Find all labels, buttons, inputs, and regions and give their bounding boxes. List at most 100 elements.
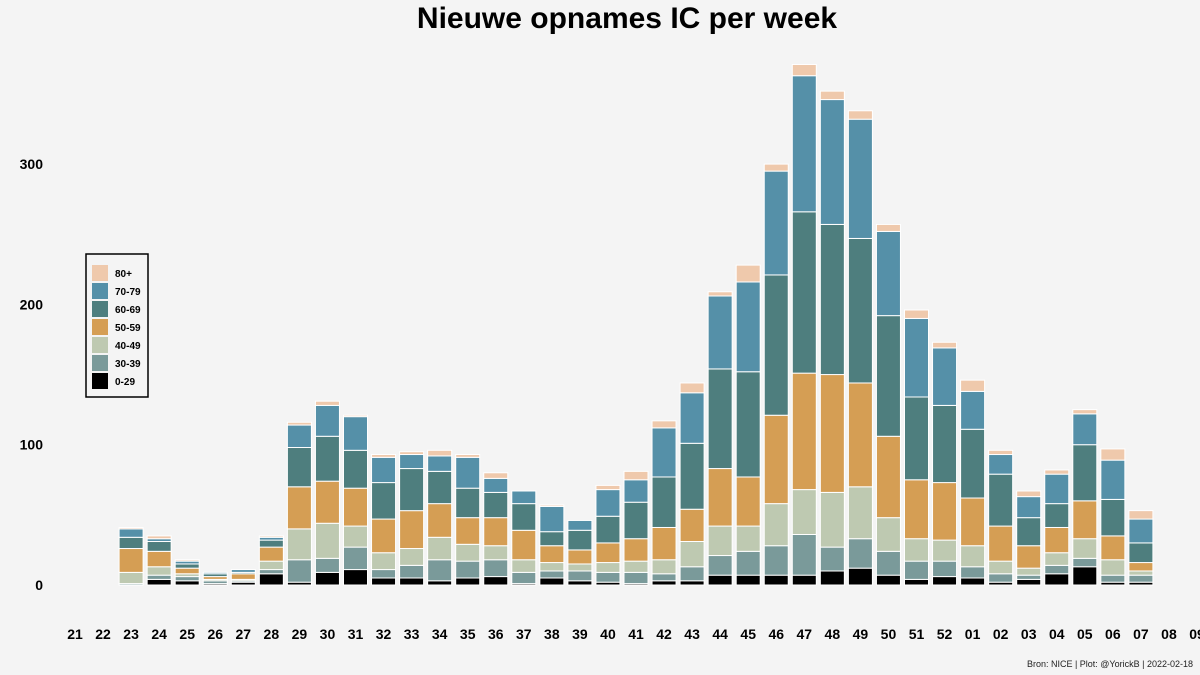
bar-segment	[819, 570, 845, 586]
bar-segment	[847, 567, 873, 586]
bar-segment	[819, 491, 845, 548]
bar-segment	[988, 473, 1014, 527]
x-tick-label: 29	[292, 626, 308, 642]
bar-segment	[371, 569, 397, 579]
legend-label: 40-49	[115, 341, 141, 352]
bar-segment	[455, 454, 481, 458]
bar-segment	[1044, 573, 1070, 586]
bar-segment	[1072, 500, 1098, 540]
bar-segment	[371, 482, 397, 520]
bar-segment	[1016, 567, 1042, 576]
bar-segment	[1016, 574, 1042, 580]
legend-label: 30-39	[115, 359, 141, 370]
x-tick-label: 07	[1133, 626, 1149, 642]
bar-segment	[679, 442, 705, 510]
bar-segment	[819, 99, 845, 225]
bar-segment	[174, 567, 200, 575]
x-tick-label: 52	[937, 626, 953, 642]
bar-segment	[427, 449, 453, 457]
x-tick-label: 32	[376, 626, 392, 642]
bar-segment	[1100, 498, 1126, 537]
x-tick-label: 08	[1161, 626, 1177, 642]
bar-segment	[763, 274, 789, 416]
bar-segment	[511, 490, 537, 505]
bar-segment	[847, 382, 873, 488]
bar-segment	[623, 538, 649, 562]
bar-segment	[595, 571, 621, 583]
bar-segment	[230, 573, 256, 580]
x-tick-label: 23	[123, 626, 139, 642]
bar-segment	[735, 281, 761, 373]
x-tick-label: 27	[236, 626, 252, 642]
bar-segment	[567, 519, 593, 531]
bar-segment	[286, 421, 312, 426]
bar-segment	[314, 571, 340, 586]
bar-segment	[146, 574, 172, 580]
bar-segment	[1128, 570, 1154, 576]
bar-segment	[988, 573, 1014, 583]
bar-segment	[791, 63, 817, 77]
bar-segment	[735, 550, 761, 576]
bar-segment	[1100, 574, 1126, 583]
bar-segment	[427, 455, 453, 472]
bar-segment	[1016, 545, 1042, 569]
bar-segment	[735, 371, 761, 478]
bar-segment	[1128, 542, 1154, 564]
x-tick-label: 50	[881, 626, 897, 642]
bar-segment	[1128, 518, 1154, 544]
legend-swatch	[92, 355, 108, 371]
bar-segment	[483, 517, 509, 547]
x-tick-label: 38	[544, 626, 560, 642]
bar-segment	[735, 476, 761, 527]
bar-segment	[791, 489, 817, 535]
bar-segment	[399, 564, 425, 579]
x-tick-label: 05	[1077, 626, 1093, 642]
bar-segment	[314, 435, 340, 482]
x-tick-label: 09	[1189, 626, 1200, 642]
bar-segment	[595, 489, 621, 517]
bar-segment	[371, 456, 397, 484]
bar-segment	[847, 237, 873, 384]
bar-segment	[1044, 473, 1070, 505]
x-tick-label: 35	[460, 626, 476, 642]
x-tick-label: 21	[67, 626, 83, 642]
bar-segment	[904, 560, 929, 580]
bar-segment	[1072, 413, 1098, 446]
bar-segment	[174, 563, 200, 569]
bar-segment	[651, 476, 677, 528]
x-tick-label: 02	[993, 626, 1009, 642]
bar-segment	[960, 379, 986, 392]
bar-segment	[707, 291, 733, 297]
bar-segment	[567, 580, 593, 586]
bar-segment	[567, 570, 593, 582]
bar-segment	[146, 566, 172, 576]
bar-segment	[258, 539, 284, 548]
bar-segment	[875, 223, 901, 232]
x-tick-label: 04	[1049, 626, 1065, 642]
bar-segment	[455, 543, 481, 562]
x-tick-label: 25	[179, 626, 195, 642]
bar-segment	[904, 309, 929, 319]
bar-segment	[763, 503, 789, 547]
x-tick-label: 45	[740, 626, 756, 642]
bar-segment	[343, 487, 368, 527]
bar-segment	[791, 372, 817, 491]
bar-segment	[960, 428, 986, 499]
x-tick-label: 47	[797, 626, 813, 642]
x-tick-label: 51	[909, 626, 925, 642]
bar-segment	[875, 574, 901, 586]
legend-swatch	[92, 301, 108, 317]
bar-segment	[707, 555, 733, 576]
bar-segment	[343, 525, 368, 548]
y-axis: 0 100 200 300	[20, 156, 44, 593]
bar-segment	[988, 525, 1014, 562]
bar-segment	[174, 559, 200, 562]
bar-segment	[174, 580, 200, 586]
bar-segment	[1128, 574, 1154, 583]
bar-segment	[1100, 459, 1126, 500]
x-tick-label: 33	[404, 626, 420, 642]
bar-segment	[399, 468, 425, 512]
bar-segment	[595, 484, 621, 491]
bar-segment	[679, 541, 705, 568]
